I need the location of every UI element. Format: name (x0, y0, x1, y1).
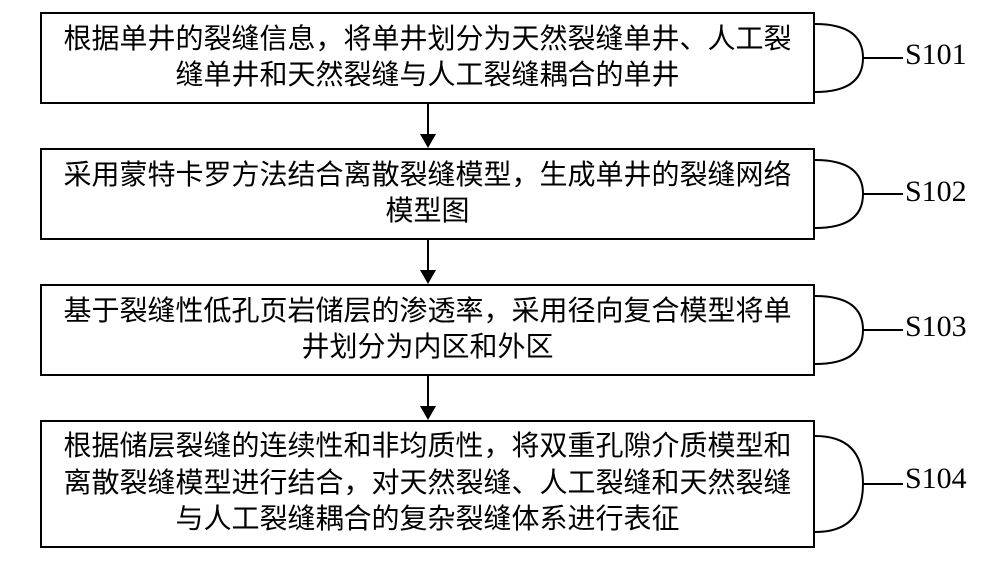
connector-curve-s102 (815, 148, 903, 240)
step-text-line: 根据储层裂缝的连续性和非均质性，将双重孔隙介质模型和 (63, 429, 791, 465)
connector-curve-s101 (815, 12, 903, 104)
step-text-line: 基于裂缝性低孔页岩储层的渗透率，采用径向复合模型将单 (63, 294, 791, 330)
step-text-line: 井划分为内区和外区 (301, 330, 553, 366)
step-text-line: 采用蒙特卡罗方法结合离散裂缝模型，生成单井的裂缝网络 (63, 158, 791, 194)
step-text-line: 缝单井和天然裂缝与人工裂缝耦合的单井 (175, 58, 679, 94)
arrow-head-2 (420, 270, 436, 284)
step-box-s103: 基于裂缝性低孔页岩储层的渗透率，采用径向复合模型将单 井划分为内区和外区 (40, 284, 815, 376)
step-text-line: 根据单井的裂缝信息，将单井划分为天然裂缝单井、人工裂 (63, 22, 791, 58)
step-text-line: 离散裂缝模型进行结合，对天然裂缝、人工裂缝和天然裂缝 (63, 466, 791, 502)
arrow-line-1 (427, 104, 429, 134)
step-label-s104: S104 (905, 462, 967, 496)
flowchart-canvas: 根据单井的裂缝信息，将单井划分为天然裂缝单井、人工裂 缝单井和天然裂缝与人工裂缝… (0, 0, 1000, 580)
arrow-head-3 (420, 406, 436, 420)
step-text-line: 模型图 (385, 194, 469, 230)
connector-curve-s104 (815, 420, 903, 548)
step-label-s101: S101 (905, 38, 967, 72)
step-label-s103: S103 (905, 310, 967, 344)
step-box-s104: 根据储层裂缝的连续性和非均质性，将双重孔隙介质模型和 离散裂缝模型进行结合，对天… (40, 420, 815, 548)
connector-curve-s103 (815, 284, 903, 376)
arrow-head-1 (420, 134, 436, 148)
step-label-s102: S102 (905, 175, 967, 209)
step-text-line: 与人工裂缝耦合的复杂裂缝体系进行表征 (175, 502, 679, 538)
arrow-line-2 (427, 240, 429, 270)
step-box-s102: 采用蒙特卡罗方法结合离散裂缝模型，生成单井的裂缝网络 模型图 (40, 148, 815, 240)
arrow-line-3 (427, 376, 429, 406)
step-box-s101: 根据单井的裂缝信息，将单井划分为天然裂缝单井、人工裂 缝单井和天然裂缝与人工裂缝… (40, 12, 815, 104)
